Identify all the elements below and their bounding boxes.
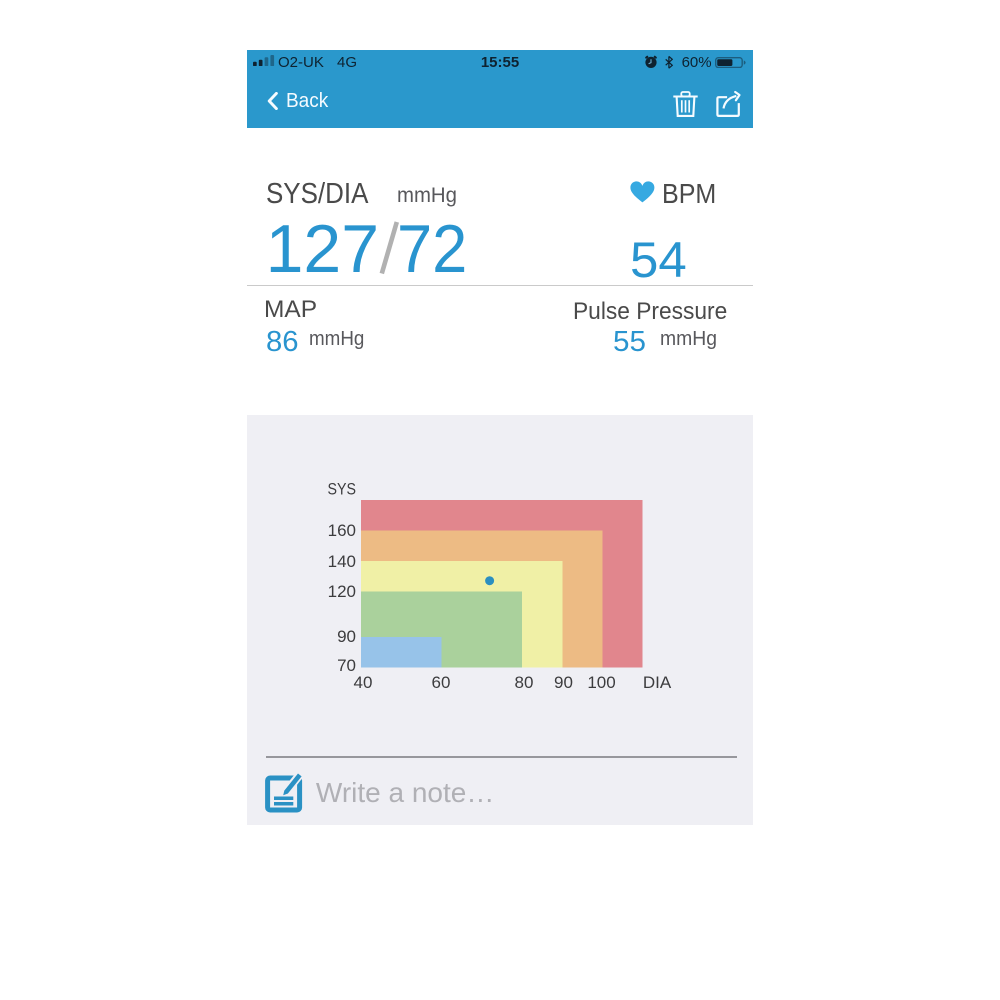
svg-text:90: 90 bbox=[554, 673, 573, 692]
svg-text:100: 100 bbox=[587, 673, 615, 692]
svg-text:160: 160 bbox=[328, 521, 356, 540]
svg-text:120: 120 bbox=[328, 582, 356, 601]
svg-text:90: 90 bbox=[337, 627, 356, 646]
svg-text:DIA: DIA bbox=[643, 673, 672, 692]
svg-text:60: 60 bbox=[432, 673, 451, 692]
svg-text:40: 40 bbox=[354, 673, 373, 692]
svg-text:70: 70 bbox=[337, 656, 356, 675]
svg-text:SYS: SYS bbox=[328, 480, 357, 499]
svg-text:80: 80 bbox=[515, 673, 534, 692]
svg-text:140: 140 bbox=[328, 552, 356, 571]
